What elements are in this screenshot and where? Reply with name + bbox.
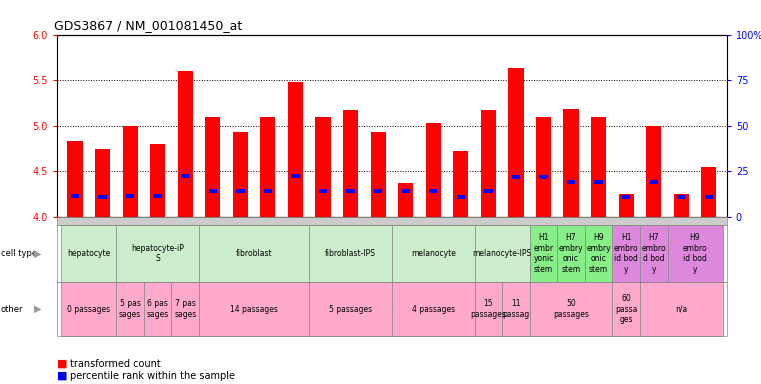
Bar — [260, 117, 275, 217]
Bar — [343, 110, 358, 217]
Bar — [591, 117, 607, 217]
Text: 4 passages: 4 passages — [412, 305, 455, 314]
Bar — [646, 126, 661, 217]
Bar — [540, 175, 548, 179]
Text: 14 passages: 14 passages — [230, 305, 278, 314]
Text: cell type: cell type — [1, 249, 37, 258]
Text: transformed count: transformed count — [70, 359, 161, 369]
Bar — [71, 194, 79, 198]
Bar — [619, 194, 634, 217]
Text: 50
passages: 50 passages — [553, 300, 589, 319]
Bar — [123, 126, 138, 217]
Bar — [511, 175, 520, 179]
Text: n/a: n/a — [675, 305, 687, 314]
Bar — [205, 117, 221, 217]
Text: 60
passa
ges: 60 passa ges — [615, 294, 638, 324]
Bar — [402, 189, 410, 194]
Bar — [95, 149, 110, 217]
Text: ▶: ▶ — [34, 248, 42, 258]
Text: H9
embro
id bod
y: H9 embro id bod y — [683, 233, 708, 273]
Text: hepatocyte: hepatocyte — [67, 249, 110, 258]
Bar — [209, 189, 217, 194]
Text: hepatocyte-iP
S: hepatocyte-iP S — [131, 244, 184, 263]
Text: H7
embry
onic
stem: H7 embry onic stem — [559, 233, 584, 273]
Bar — [508, 68, 524, 217]
Text: H9
embry
onic
stem: H9 embry onic stem — [586, 233, 611, 273]
Bar — [622, 195, 630, 199]
Text: percentile rank within the sample: percentile rank within the sample — [70, 371, 235, 381]
Text: other: other — [1, 305, 24, 314]
Text: ■: ■ — [57, 371, 68, 381]
Text: fibroblast: fibroblast — [236, 249, 272, 258]
Bar — [154, 194, 162, 198]
Text: 15
passages: 15 passages — [470, 300, 506, 319]
Bar — [484, 189, 492, 194]
Bar — [705, 195, 713, 199]
Bar — [126, 194, 134, 198]
Bar — [457, 195, 465, 199]
Text: 6 pas
sages: 6 pas sages — [147, 300, 169, 319]
Bar — [425, 123, 441, 217]
Bar — [567, 180, 575, 184]
Bar — [374, 189, 382, 194]
Bar — [371, 132, 386, 217]
Bar — [98, 195, 107, 199]
Bar — [264, 189, 272, 194]
Bar — [398, 183, 413, 217]
Text: 7 pas
sages: 7 pas sages — [174, 300, 196, 319]
Text: H1
embr
yonic
stem: H1 embr yonic stem — [533, 233, 554, 273]
Text: melanocyte-IPS: melanocyte-IPS — [473, 249, 532, 258]
Bar — [346, 189, 355, 194]
Bar — [291, 174, 300, 178]
Bar — [650, 180, 658, 184]
Text: 5 pas
sages: 5 pas sages — [119, 300, 142, 319]
Bar — [429, 189, 438, 194]
Bar — [233, 132, 248, 217]
Text: H7
embro
d bod
y: H7 embro d bod y — [642, 233, 666, 273]
Bar — [316, 117, 330, 217]
Text: H1
embro
id bod
y: H1 embro id bod y — [614, 233, 638, 273]
Bar — [177, 71, 193, 217]
Bar — [288, 82, 303, 217]
Bar — [150, 144, 165, 217]
Text: fibroblast-IPS: fibroblast-IPS — [325, 249, 376, 258]
Bar — [536, 117, 551, 217]
Text: melanocyte: melanocyte — [411, 249, 456, 258]
Text: 5 passages: 5 passages — [329, 305, 372, 314]
Bar — [68, 141, 82, 217]
Text: GDS3867 / NM_001081450_at: GDS3867 / NM_001081450_at — [54, 19, 242, 32]
Bar — [319, 189, 327, 194]
Text: 0 passages: 0 passages — [67, 305, 110, 314]
Text: 11
passag: 11 passag — [502, 300, 530, 319]
Bar — [677, 195, 686, 199]
Bar — [594, 180, 603, 184]
Bar — [181, 174, 189, 178]
Bar — [481, 110, 496, 217]
Bar — [673, 194, 689, 217]
Bar — [563, 109, 578, 217]
Bar — [702, 167, 716, 217]
Text: ■: ■ — [57, 359, 68, 369]
Bar — [454, 151, 468, 217]
Text: ▶: ▶ — [34, 304, 42, 314]
Bar — [236, 189, 244, 194]
